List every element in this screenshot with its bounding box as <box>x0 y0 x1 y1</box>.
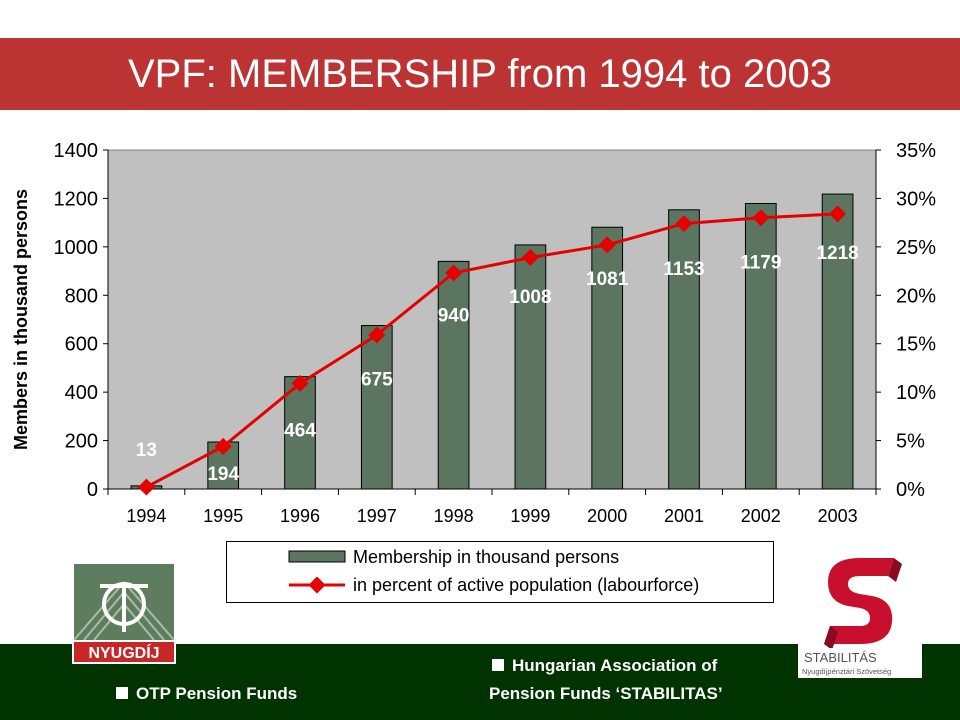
y-tick-label-right: 15% <box>896 334 936 356</box>
x-tick-label: 1997 <box>357 506 397 526</box>
y-tick-label-right: 35% <box>896 140 936 162</box>
bar <box>514 244 547 490</box>
bar <box>591 226 624 490</box>
data-label: 1081 <box>586 269 629 290</box>
otp-logo-text: NYUGDÍJ <box>88 643 159 662</box>
line-point <box>598 236 616 254</box>
x-tick-label: 2001 <box>664 506 704 526</box>
y-tick-label-right: 30% <box>896 188 936 210</box>
data-label: 13 <box>136 440 157 461</box>
bar <box>360 325 393 490</box>
line-point <box>675 215 693 233</box>
data-label: 675 <box>361 370 393 391</box>
data-label: 194 <box>207 464 239 485</box>
y-tick-label-left: 600 <box>65 334 98 356</box>
membership-chart: 0 200 400 600 800 1000 1200 1400 0% 5% 10% 15% 20% 25… <box>11 140 936 526</box>
x-tick-label: 1996 <box>280 506 320 526</box>
line-point <box>829 205 847 223</box>
y-tick-label-right: 20% <box>896 285 936 307</box>
bar <box>437 260 470 490</box>
x-tick-label: 1994 <box>126 506 166 526</box>
line-point <box>214 437 232 455</box>
y-tick-label-left: 400 <box>65 382 98 404</box>
stabilitas-logo: STABILITÁS Nyugdíjpénztári Szövetség <box>798 552 922 678</box>
bar <box>821 193 854 490</box>
line-point <box>291 374 309 392</box>
y-tick-label-left: 1200 <box>54 188 99 210</box>
page-title: VPF: MEMBERSHIP from 1994 to 2003 <box>127 52 832 96</box>
line-point <box>752 209 770 227</box>
otp-logo: NYUGDÍJ <box>72 562 176 664</box>
footer-right-line1: Hungarian Association of <box>492 656 717 676</box>
stabilitas-sub: Nyugdíjpénztári Szövetség <box>802 667 891 676</box>
y-tick-label-left: 200 <box>65 431 98 453</box>
line-point <box>368 326 386 344</box>
bar <box>284 376 316 490</box>
legend-line-label: in percent of active population (labourf… <box>353 575 700 595</box>
bar <box>744 203 777 490</box>
y-tick-label-left: 1400 <box>54 140 99 162</box>
y-tick-label-left: 800 <box>65 285 98 307</box>
legend-bar-label: Membership in thousand persons <box>353 547 620 567</box>
y-tick-label-left: 1000 <box>54 237 99 259</box>
legend-bar-swatch <box>288 550 346 563</box>
footer-right-line2: Pension Funds ‘STABILITAS’ <box>489 684 723 703</box>
x-tick-label: 2003 <box>818 506 858 526</box>
data-label: 1008 <box>509 287 551 308</box>
y-tick-label-left: 0 <box>87 479 98 501</box>
data-label: 1218 <box>816 243 858 264</box>
data-label: 1179 <box>740 253 781 274</box>
stabilitas-name: STABILITÁS <box>804 650 877 665</box>
data-label: 940 <box>438 305 470 326</box>
line-point <box>445 264 463 282</box>
line-point <box>137 478 155 496</box>
y-tick-label-right: 5% <box>896 431 925 453</box>
percent-line <box>145 212 838 489</box>
data-label: 464 <box>284 421 316 442</box>
x-tick-label: 1995 <box>203 506 243 526</box>
data-label: 1153 <box>663 259 704 280</box>
footer-left: OTP Pension Funds <box>116 684 297 704</box>
y-tick-label-right: 0% <box>896 479 925 501</box>
footer-stabilitas-text-1: Hungarian Association of <box>512 656 718 675</box>
y-tick-label-right: 25% <box>896 237 936 259</box>
x-tick-label: 1998 <box>434 506 474 526</box>
bar <box>668 209 700 490</box>
y-axis-title: Members in thousand persons <box>11 189 31 450</box>
x-tick-label: 2002 <box>741 506 781 526</box>
chart-legend: Membership in thousand persons in percen… <box>226 541 774 603</box>
x-tick-label: 2000 <box>587 506 627 526</box>
y-tick-label-right: 10% <box>896 382 936 404</box>
footer-otp-text: OTP Pension Funds <box>136 684 298 703</box>
title-bar: VPF: MEMBERSHIP from 1994 to 2003 <box>0 38 960 110</box>
x-tick-label: 1999 <box>510 506 550 526</box>
